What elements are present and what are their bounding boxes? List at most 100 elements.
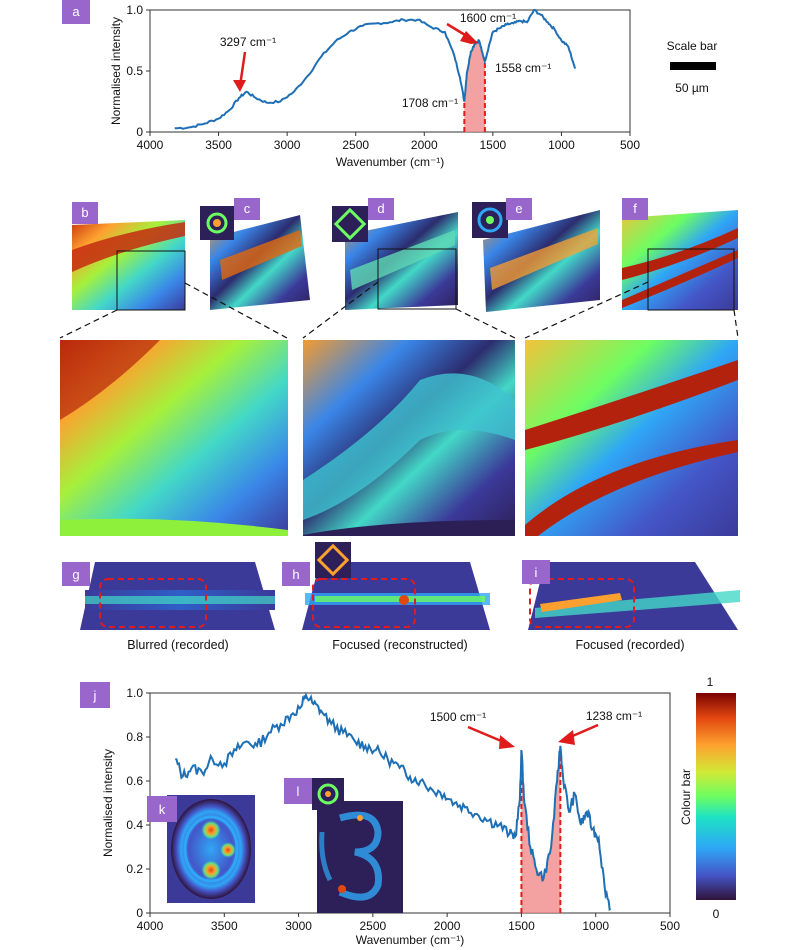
panel-label-i: i <box>535 565 538 580</box>
panel-label-d-bg <box>368 198 394 220</box>
panel-b: b <box>72 202 186 311</box>
arrow-1238-head <box>558 730 575 745</box>
panel-label-g: g <box>72 567 79 582</box>
xtick-label-j-5: 1500 <box>508 919 535 933</box>
panel-label-c-bg <box>234 198 260 220</box>
panel-i: i Focused (recorded) <box>522 560 740 652</box>
inset-l: l <box>284 778 403 913</box>
panel-c: c <box>200 198 310 310</box>
caption-g: Blurred (recorded) <box>127 638 228 652</box>
annotation-3297: 3297 cm⁻¹ <box>220 35 276 49</box>
zoom-map-f <box>525 340 738 536</box>
xtick-label-a-2: 3000 <box>274 138 301 152</box>
panel-label-b: b <box>81 205 88 220</box>
chart-j-axes: 4000 3500 3000 2500 2000 1500 1000 500 0 0.2 0.4 0.… <box>126 686 680 933</box>
ytick-label-a-1: 0.5 <box>126 64 143 78</box>
xtick-label-a-0: 4000 <box>137 138 164 152</box>
xtick-label-j-1: 3500 <box>211 919 238 933</box>
caption-h: Focused (reconstructed) <box>332 638 467 652</box>
zoom-maps <box>60 340 738 536</box>
inset-e-ring <box>477 207 503 233</box>
ytick-label-j-4: 0.8 <box>126 730 143 744</box>
ytick-label-j-5: 1.0 <box>126 686 143 700</box>
panel-label-a-bg <box>62 0 90 24</box>
arrow-1500-head <box>499 735 515 749</box>
inset-d <box>332 206 368 242</box>
panel-label-l: l <box>297 784 300 799</box>
panel-f: f <box>622 198 738 311</box>
panel-d: d <box>332 198 458 310</box>
map-f-ridge-1 <box>622 228 738 280</box>
inset-e-core <box>486 216 494 224</box>
inset-c-ring <box>206 212 228 234</box>
panel-g: g Blurred (recorded) <box>62 562 275 652</box>
panel-label-d: d <box>377 201 384 216</box>
chart-a-axes: 4000 3500 3000 2500 2000 1500 1000 500 0 0.5 1.0 <box>126 3 640 152</box>
scale-bar-title: Scale bar <box>667 39 718 53</box>
caption-i: Focused (recorded) <box>575 638 684 652</box>
panel-label-f-bg <box>622 198 648 220</box>
xtick-label-j-2: 3000 <box>285 919 312 933</box>
series-line-j <box>174 691 612 912</box>
panel-label-e-bg <box>506 198 532 220</box>
ytick-label-a-0: 0 <box>136 125 143 139</box>
xtick-label-j-0: 4000 <box>137 919 164 933</box>
annotation-1558: 1558 cm⁻¹ <box>495 61 551 75</box>
panel-h: h Focused (reconstructed) <box>282 542 490 652</box>
chart-j-ylabel: Normalised intensity <box>101 749 115 857</box>
map-d-zoom-box <box>377 248 457 310</box>
panel-label-f: f <box>633 201 637 216</box>
xtick-label-j-3: 2500 <box>360 919 387 933</box>
xtick-label-a-3: 2500 <box>342 138 369 152</box>
annotation-1708: 1708 cm⁻¹ <box>402 96 458 110</box>
xtick-label-j-6: 1000 <box>582 919 609 933</box>
inset-k: k <box>147 795 255 903</box>
series-line-a <box>174 8 577 130</box>
xtick-label-a-1: 3500 <box>205 138 232 152</box>
colour-bar-min: 0 <box>713 907 720 921</box>
xtick-label-j-4: 2000 <box>434 919 461 933</box>
xtick-label-a-5: 1500 <box>480 138 507 152</box>
panel-j: j 4000 3500 3000 2500 2000 1500 1000 500 0 0.2 0.4… <box>80 675 736 947</box>
inset-c-core <box>213 219 221 227</box>
xtick-label-a-4: 2000 <box>411 138 438 152</box>
panel-label-h: h <box>292 567 299 582</box>
xtick-label-a-6: 1000 <box>548 138 575 152</box>
xtick-label-j-7: 500 <box>660 919 680 933</box>
ytick-label-a-2: 1.0 <box>126 3 143 17</box>
chart-a-frame <box>149 9 631 133</box>
panels-b-f: b c d e <box>59 198 739 339</box>
zoom-map-d <box>303 340 515 536</box>
colour-bar: 1 0 Colour bar <box>679 675 736 921</box>
panel-label-c: c <box>244 201 251 216</box>
map-b-ridge <box>72 222 185 272</box>
zoom-connectors <box>59 281 739 339</box>
chart-j-xlabel: Wavenumber (cm⁻¹) <box>356 933 465 947</box>
annotation-1238: 1238 cm⁻¹ <box>586 709 642 723</box>
chart-j-plot <box>174 691 612 913</box>
colour-bar-gradient <box>696 693 736 900</box>
chart-a-ylabel: Normalised intensity <box>109 17 123 125</box>
ytick-label-j-1: 0.2 <box>126 862 143 876</box>
inset-d-ring <box>333 207 367 241</box>
chart-a-plot <box>174 8 577 132</box>
chart-a-xlabel: Wavenumber (cm⁻¹) <box>336 155 445 169</box>
colour-bar-max: 1 <box>707 675 714 689</box>
map-f-ridge-2 <box>622 250 738 308</box>
shaded-band-j <box>521 745 561 913</box>
arrow-1600-head <box>460 31 478 44</box>
panel-a: a 4000 3500 3000 2500 2000 1500 1000 500 0 0.5 1.0… <box>62 0 717 169</box>
ytick-label-j-2: 0.4 <box>126 818 143 832</box>
xtick-label-a-7: 500 <box>620 138 640 152</box>
panel-label-k: k <box>159 802 166 817</box>
map-f-zoom-box <box>647 248 735 311</box>
annotation-1600: 1600 cm⁻¹ <box>460 11 516 25</box>
map-c-ridge <box>220 230 302 280</box>
panel-label-j: j <box>93 688 97 703</box>
panel-e: e <box>472 198 600 312</box>
panels-g-i: g Blurred (recorded) h Focused (reconstr… <box>62 542 740 652</box>
panel-label-e: e <box>515 201 522 216</box>
annotation-1500: 1500 cm⁻¹ <box>430 710 486 724</box>
zoom-map-b <box>60 340 288 536</box>
